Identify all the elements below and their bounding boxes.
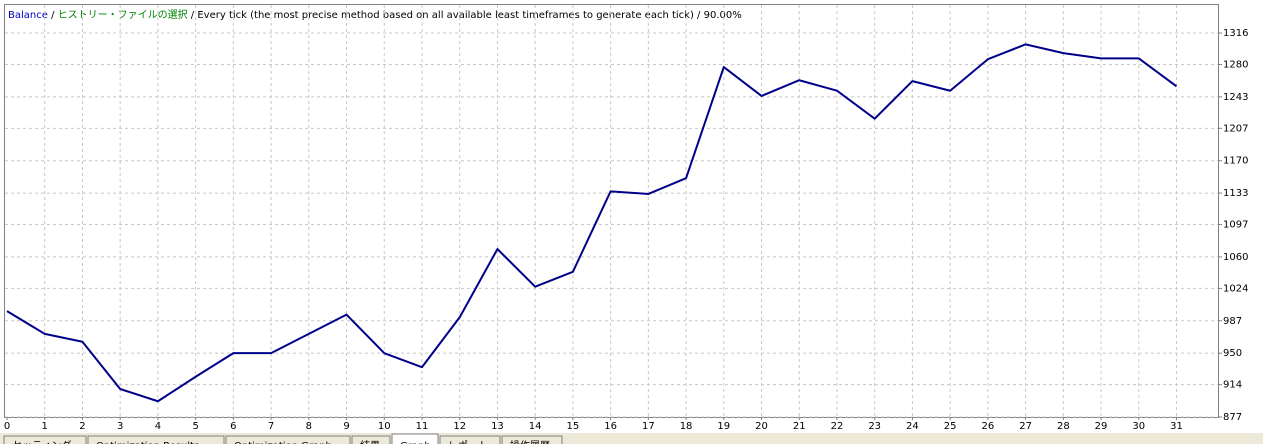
tab[interactable] [3,435,87,444]
tab-bar: セッティング Optimization Results Optimization G… [0,433,1263,444]
header-part: / [48,10,58,21]
x-tick-label: 6 [230,421,236,432]
y-tick-label: 1060 [1223,252,1248,263]
x-tick-label: 12 [453,421,466,432]
y-tick-label: 1207 [1223,123,1248,134]
tab-strip [0,433,1263,444]
tab-label[interactable]: セッティング [12,439,71,444]
x-tick-label: 23 [868,421,881,432]
y-tick-label: 1243 [1223,92,1248,103]
x-tick-label: 15 [567,421,580,432]
x-tick-label: 18 [680,421,693,432]
y-tick-label: 1316 [1223,28,1248,39]
y-tick-label: 1024 [1223,283,1248,294]
y-tick-label: 987 [1223,316,1242,327]
x-tick-label: 5 [192,421,198,432]
x-tick-label: 10 [378,421,391,432]
y-tick-label: 1170 [1223,156,1248,167]
tab-label[interactable]: Optimization Graph [234,441,332,444]
x-tick-label: 30 [1132,421,1145,432]
x-tick-label: 3 [117,421,123,432]
header-part: / [694,10,704,21]
tab-label[interactable]: Optimization Results [96,441,199,444]
x-tick-label: 26 [982,421,995,432]
x-tick-label: 7 [268,421,274,432]
x-tick-label: 0 [4,421,10,432]
tab[interactable] [501,435,563,444]
tab-label[interactable]: 操作履歴 [510,439,550,444]
x-tick-label: 27 [1019,421,1032,432]
y-tick-label: 1280 [1223,59,1248,70]
y-tick-label: 914 [1223,380,1242,391]
tab-label[interactable]: 結果 [360,439,380,444]
x-tick-label: 9 [343,421,349,432]
header-part: Balance [8,10,48,21]
x-tick-label: 31 [1170,421,1183,432]
x-tick-label: 24 [906,421,919,432]
y-tick-label: 950 [1223,348,1242,359]
x-tick-label: 8 [306,421,312,432]
x-tick-label: 22 [831,421,844,432]
x-tick-label: 16 [604,421,617,432]
tab[interactable] [391,433,439,444]
x-tick-label: 14 [529,421,542,432]
x-tick-label: 1 [42,421,48,432]
x-tick-label: 28 [1057,421,1070,432]
y-tick-label: 1097 [1223,220,1248,231]
balance-line [6,43,1178,403]
graph-header: Balance / ヒストリー・ファイルの選択 / Every tick (th… [8,8,742,21]
header-part: 90.00% [704,10,742,21]
y-tick-label: 877 [1223,412,1242,423]
x-tick-label: 19 [717,421,730,432]
x-tick-label: 29 [1095,421,1108,432]
header-part: ヒストリー・ファイルの選択 [58,8,188,21]
tab[interactable] [439,435,501,444]
header-part: / [188,10,198,21]
tab-label[interactable]: レポート [448,440,488,444]
header-part: Every tick (the most precise method base… [197,10,694,21]
x-tick-label: 11 [416,421,429,432]
x-tick-label: 13 [491,421,504,432]
x-tick-label: 2 [79,421,85,432]
tab[interactable] [87,435,225,444]
tab-label[interactable]: Graph [400,441,431,444]
x-tick-label: 20 [755,421,768,432]
plot-frame [4,4,1219,418]
x-tick-label: 4 [155,421,161,432]
x-tick-label: 17 [642,421,655,432]
tab[interactable] [351,435,391,444]
tab[interactable] [225,435,351,444]
x-tick-label: 21 [793,421,806,432]
x-tick-label: 25 [944,421,957,432]
y-tick-label: 1133 [1223,188,1248,199]
